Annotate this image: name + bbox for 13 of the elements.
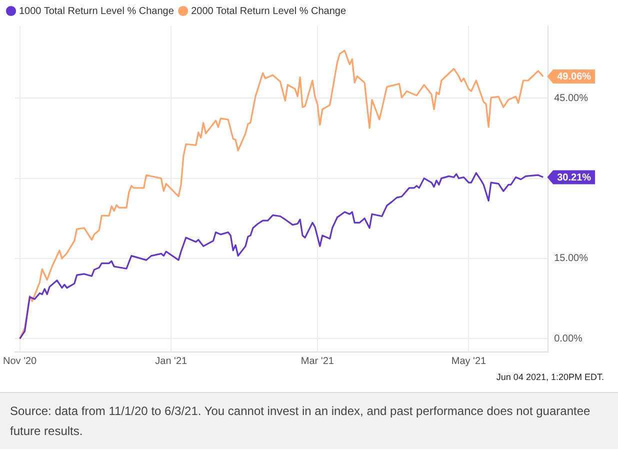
- text: Jun 04 2021, 1:20PM EDT.: [495, 371, 605, 384]
- x-tick-label: Jan '21: [155, 356, 188, 367]
- x-tick-label: Mar '21: [300, 356, 334, 367]
- x-tick-label: May '21: [451, 356, 487, 367]
- legend-label: 2000 Total Return Level % Change: [191, 6, 346, 17]
- annotation: 30.21%: [557, 172, 592, 184]
- legend-label: 1000 Total Return Level % Change: [19, 6, 174, 17]
- y-tick-label: 0.00%: [554, 333, 583, 344]
- annotation: 49.06%: [557, 72, 592, 83]
- source-note: Source: data from 11/1/20 to 6/3/21. You cannot invest in an index, and past performance does not guarantee future results.: [0, 392, 618, 449]
- y-tick-label: 45.00%: [554, 92, 588, 104]
- x-tick-label: Nov '20: [3, 356, 38, 367]
- y-tick-label: 15.00%: [554, 253, 588, 264]
